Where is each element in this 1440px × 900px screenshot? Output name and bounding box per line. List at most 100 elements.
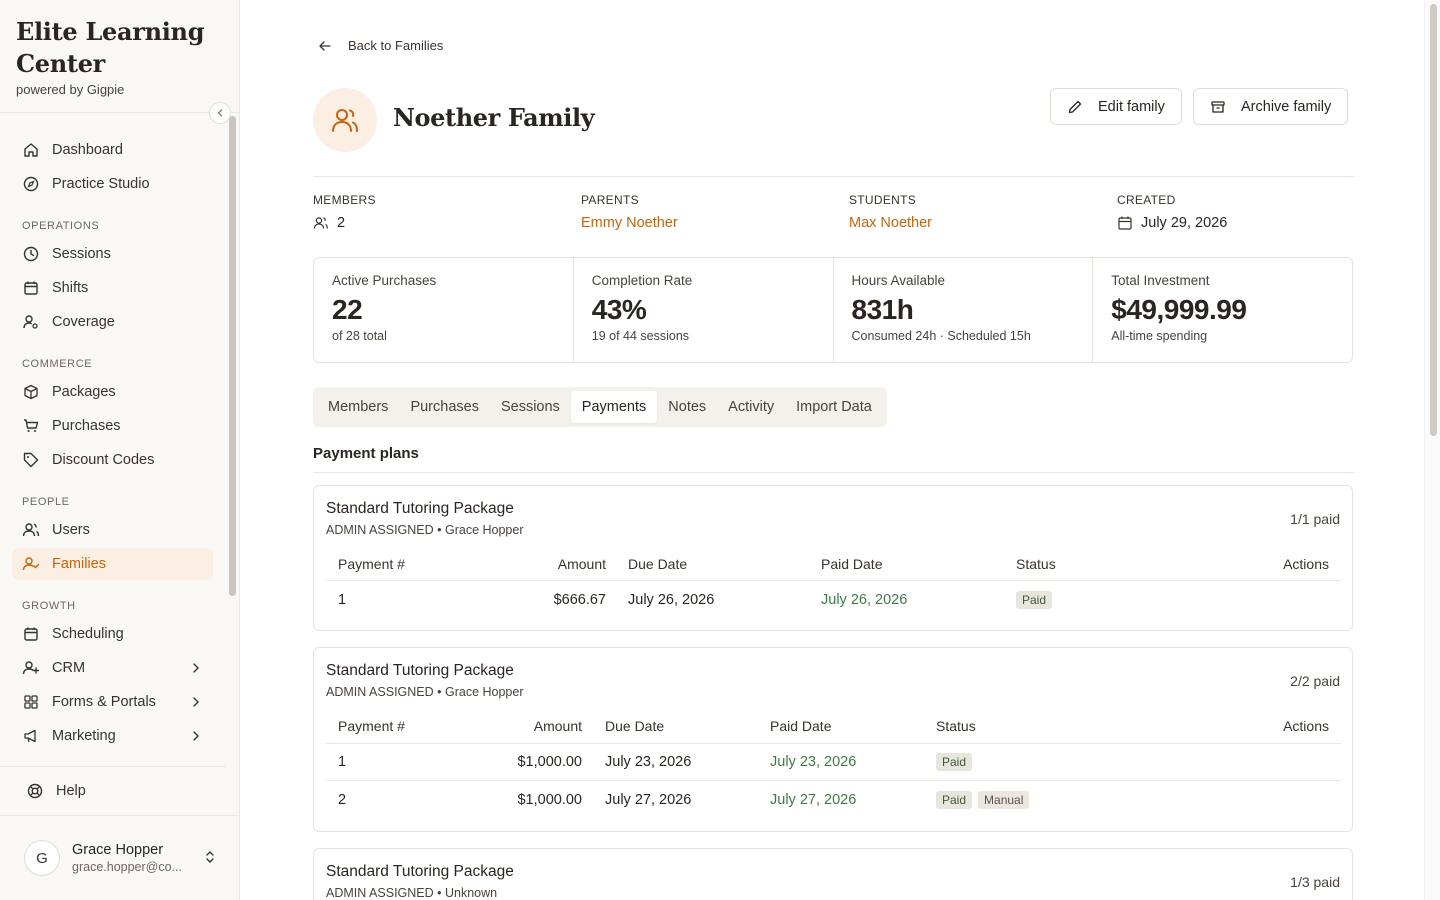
col-due-date: Due Date <box>628 555 688 572</box>
sidebar-item-coverage[interactable]: Coverage <box>12 306 213 338</box>
stat-active-purchases: Active Purchases 22 of 28 total <box>314 258 574 362</box>
plan-progress: 1/1 paid <box>1290 511 1340 527</box>
stat-label: Total Investment <box>1111 273 1210 288</box>
nav-section-growth: GROWTH <box>22 600 76 612</box>
chevron-right-icon <box>193 697 199 707</box>
stat-label: Hours Available <box>851 273 946 288</box>
tab-payments[interactable]: Payments <box>570 391 658 423</box>
stats-panel: Active Purchases 22 of 28 total Completi… <box>313 257 1353 363</box>
stat-value: 831h <box>851 294 914 325</box>
paid-date: July 26, 2026 <box>821 592 908 608</box>
stat-label: Active Purchases <box>332 273 437 288</box>
payment-plans-heading: Payment plans <box>313 445 419 462</box>
tab-members[interactable]: Members <box>328 399 389 415</box>
calendar-icon <box>24 627 38 641</box>
table-row: 1 $666.67 July 26, 2026 July 26, 2026 Pa… <box>326 581 1341 619</box>
sidebar-divider <box>0 766 226 767</box>
archive-icon <box>1211 100 1225 113</box>
family-avatar <box>313 88 377 152</box>
package-icon <box>24 384 38 400</box>
col-paid-date: Paid Date <box>770 718 832 734</box>
status-cell: Paid <box>1016 591 1058 609</box>
edit-family-label: Edit family <box>1098 98 1165 115</box>
sidebar-scrollbar[interactable] <box>229 116 236 596</box>
brand-subtitle: powered by Gigpie <box>16 82 125 97</box>
cart-icon <box>24 419 39 432</box>
tag-icon <box>23 452 39 468</box>
tab-sessions[interactable]: Sessions <box>500 399 560 415</box>
status-badge: Paid <box>936 753 973 771</box>
parent-link[interactable]: Emmy Noether <box>581 215 678 231</box>
status-cell: Paid Manual <box>936 790 1035 809</box>
lifebuoy-icon <box>27 783 43 799</box>
plan-name: Standard Tutoring Package <box>326 863 514 880</box>
status-cell: Paid <box>936 753 978 771</box>
section-divider <box>313 472 1354 473</box>
col-payment-num: Payment # <box>338 555 405 572</box>
sidebar-item-forms-portals[interactable]: Forms & Portals <box>12 686 213 718</box>
sidebar-item-label: Sessions <box>52 246 111 262</box>
sidebar-item-crm[interactable]: CRM <box>12 652 213 684</box>
sidebar-item-label: Discount Codes <box>52 452 155 468</box>
meta-created: CREATED July 29, 2026 <box>1117 193 1367 231</box>
student-link[interactable]: Max Noether <box>849 215 933 231</box>
tab-notes[interactable]: Notes <box>668 399 707 415</box>
sidebar-item-label: Users <box>52 522 90 538</box>
user-gear-icon <box>23 315 38 329</box>
col-amount: Amount <box>533 718 582 734</box>
due-date: July 23, 2026 <box>605 754 692 770</box>
sidebar-item-purchases[interactable]: Purchases <box>12 410 213 442</box>
archive-family-label: Archive family <box>1241 98 1332 115</box>
home-icon <box>24 143 38 157</box>
users-icon <box>313 217 328 229</box>
sidebar-item-discount-codes[interactable]: Discount Codes <box>12 444 213 476</box>
sidebar-item-practice-studio[interactable]: Practice Studio <box>12 168 213 200</box>
sidebar-item-packages[interactable]: Packages <box>12 376 213 408</box>
tab-purchases[interactable]: Purchases <box>410 399 479 415</box>
back-to-families-link[interactable]: Back to Families <box>318 38 443 53</box>
sidebar-item-marketing[interactable]: Marketing <box>12 720 213 752</box>
tab-activity[interactable]: Activity <box>728 399 775 415</box>
tab-import-data[interactable]: Import Data <box>796 399 872 415</box>
sidebar-item-scheduling[interactable]: Scheduling <box>12 618 213 650</box>
page-scrollbar[interactable] <box>1430 4 1437 436</box>
help-link[interactable]: Help <box>16 777 216 805</box>
megaphone-icon <box>24 729 36 743</box>
stat-hours-available: Hours Available 831h Consumed 24h · Sche… <box>834 258 1094 362</box>
chevrons-up-down-icon <box>206 851 214 863</box>
stat-completion-rate: Completion Rate 43% 19 of 44 sessions <box>574 258 834 362</box>
col-status: Status <box>1016 555 1056 572</box>
sidebar-item-shifts[interactable]: Shifts <box>12 272 213 304</box>
sidebar-item-dashboard[interactable]: Dashboard <box>12 134 213 166</box>
payment-plan-card: Standard Tutoring Package ADMIN ASSIGNED… <box>313 485 1353 631</box>
payment-amount: $1,000.00 <box>517 754 582 770</box>
users-icon <box>22 523 40 537</box>
stat-sub: 19 of 44 sessions <box>591 329 690 343</box>
sidebar-item-users[interactable]: Users <box>12 514 213 546</box>
sidebar-item-label: Forms & Portals <box>52 694 156 710</box>
user-plus-icon <box>22 661 40 675</box>
payments-table: Payment # Amount Due Date Paid Date Stat… <box>326 547 1341 619</box>
edit-family-button[interactable]: Edit family <box>1050 88 1182 125</box>
stat-sub: All-time spending <box>1111 329 1208 343</box>
user-name: Grace Hopper <box>72 842 164 858</box>
sidebar-item-label: Packages <box>52 384 116 400</box>
archive-family-button[interactable]: Archive family <box>1193 88 1349 125</box>
sidebar-item-label: Scheduling <box>52 626 124 642</box>
sidebar-item-families[interactable]: Families <box>12 548 213 580</box>
meta-students: STUDENTS Max Noether <box>849 193 1099 231</box>
chevron-right-icon <box>193 731 199 741</box>
calendar-icon <box>1118 216 1132 230</box>
avatar: G <box>24 840 60 876</box>
sidebar-divider <box>0 112 240 113</box>
plan-meta: ADMIN ASSIGNED • Unknown <box>326 886 498 900</box>
user-menu[interactable]: G Grace Hopper grace.hopper@co... <box>16 833 224 883</box>
plan-progress: 2/2 paid <box>1290 673 1340 689</box>
grid-icon <box>24 695 38 709</box>
meta-label: PARENTS <box>581 193 639 207</box>
sidebar-item-sessions[interactable]: Sessions <box>12 238 213 270</box>
compass-icon <box>23 176 39 192</box>
payment-plan-card: Standard Tutoring Package ADMIN ASSIGNED… <box>313 848 1353 900</box>
stat-value: $49,999.99 <box>1111 294 1247 325</box>
collapse-sidebar-button[interactable] <box>209 102 231 124</box>
